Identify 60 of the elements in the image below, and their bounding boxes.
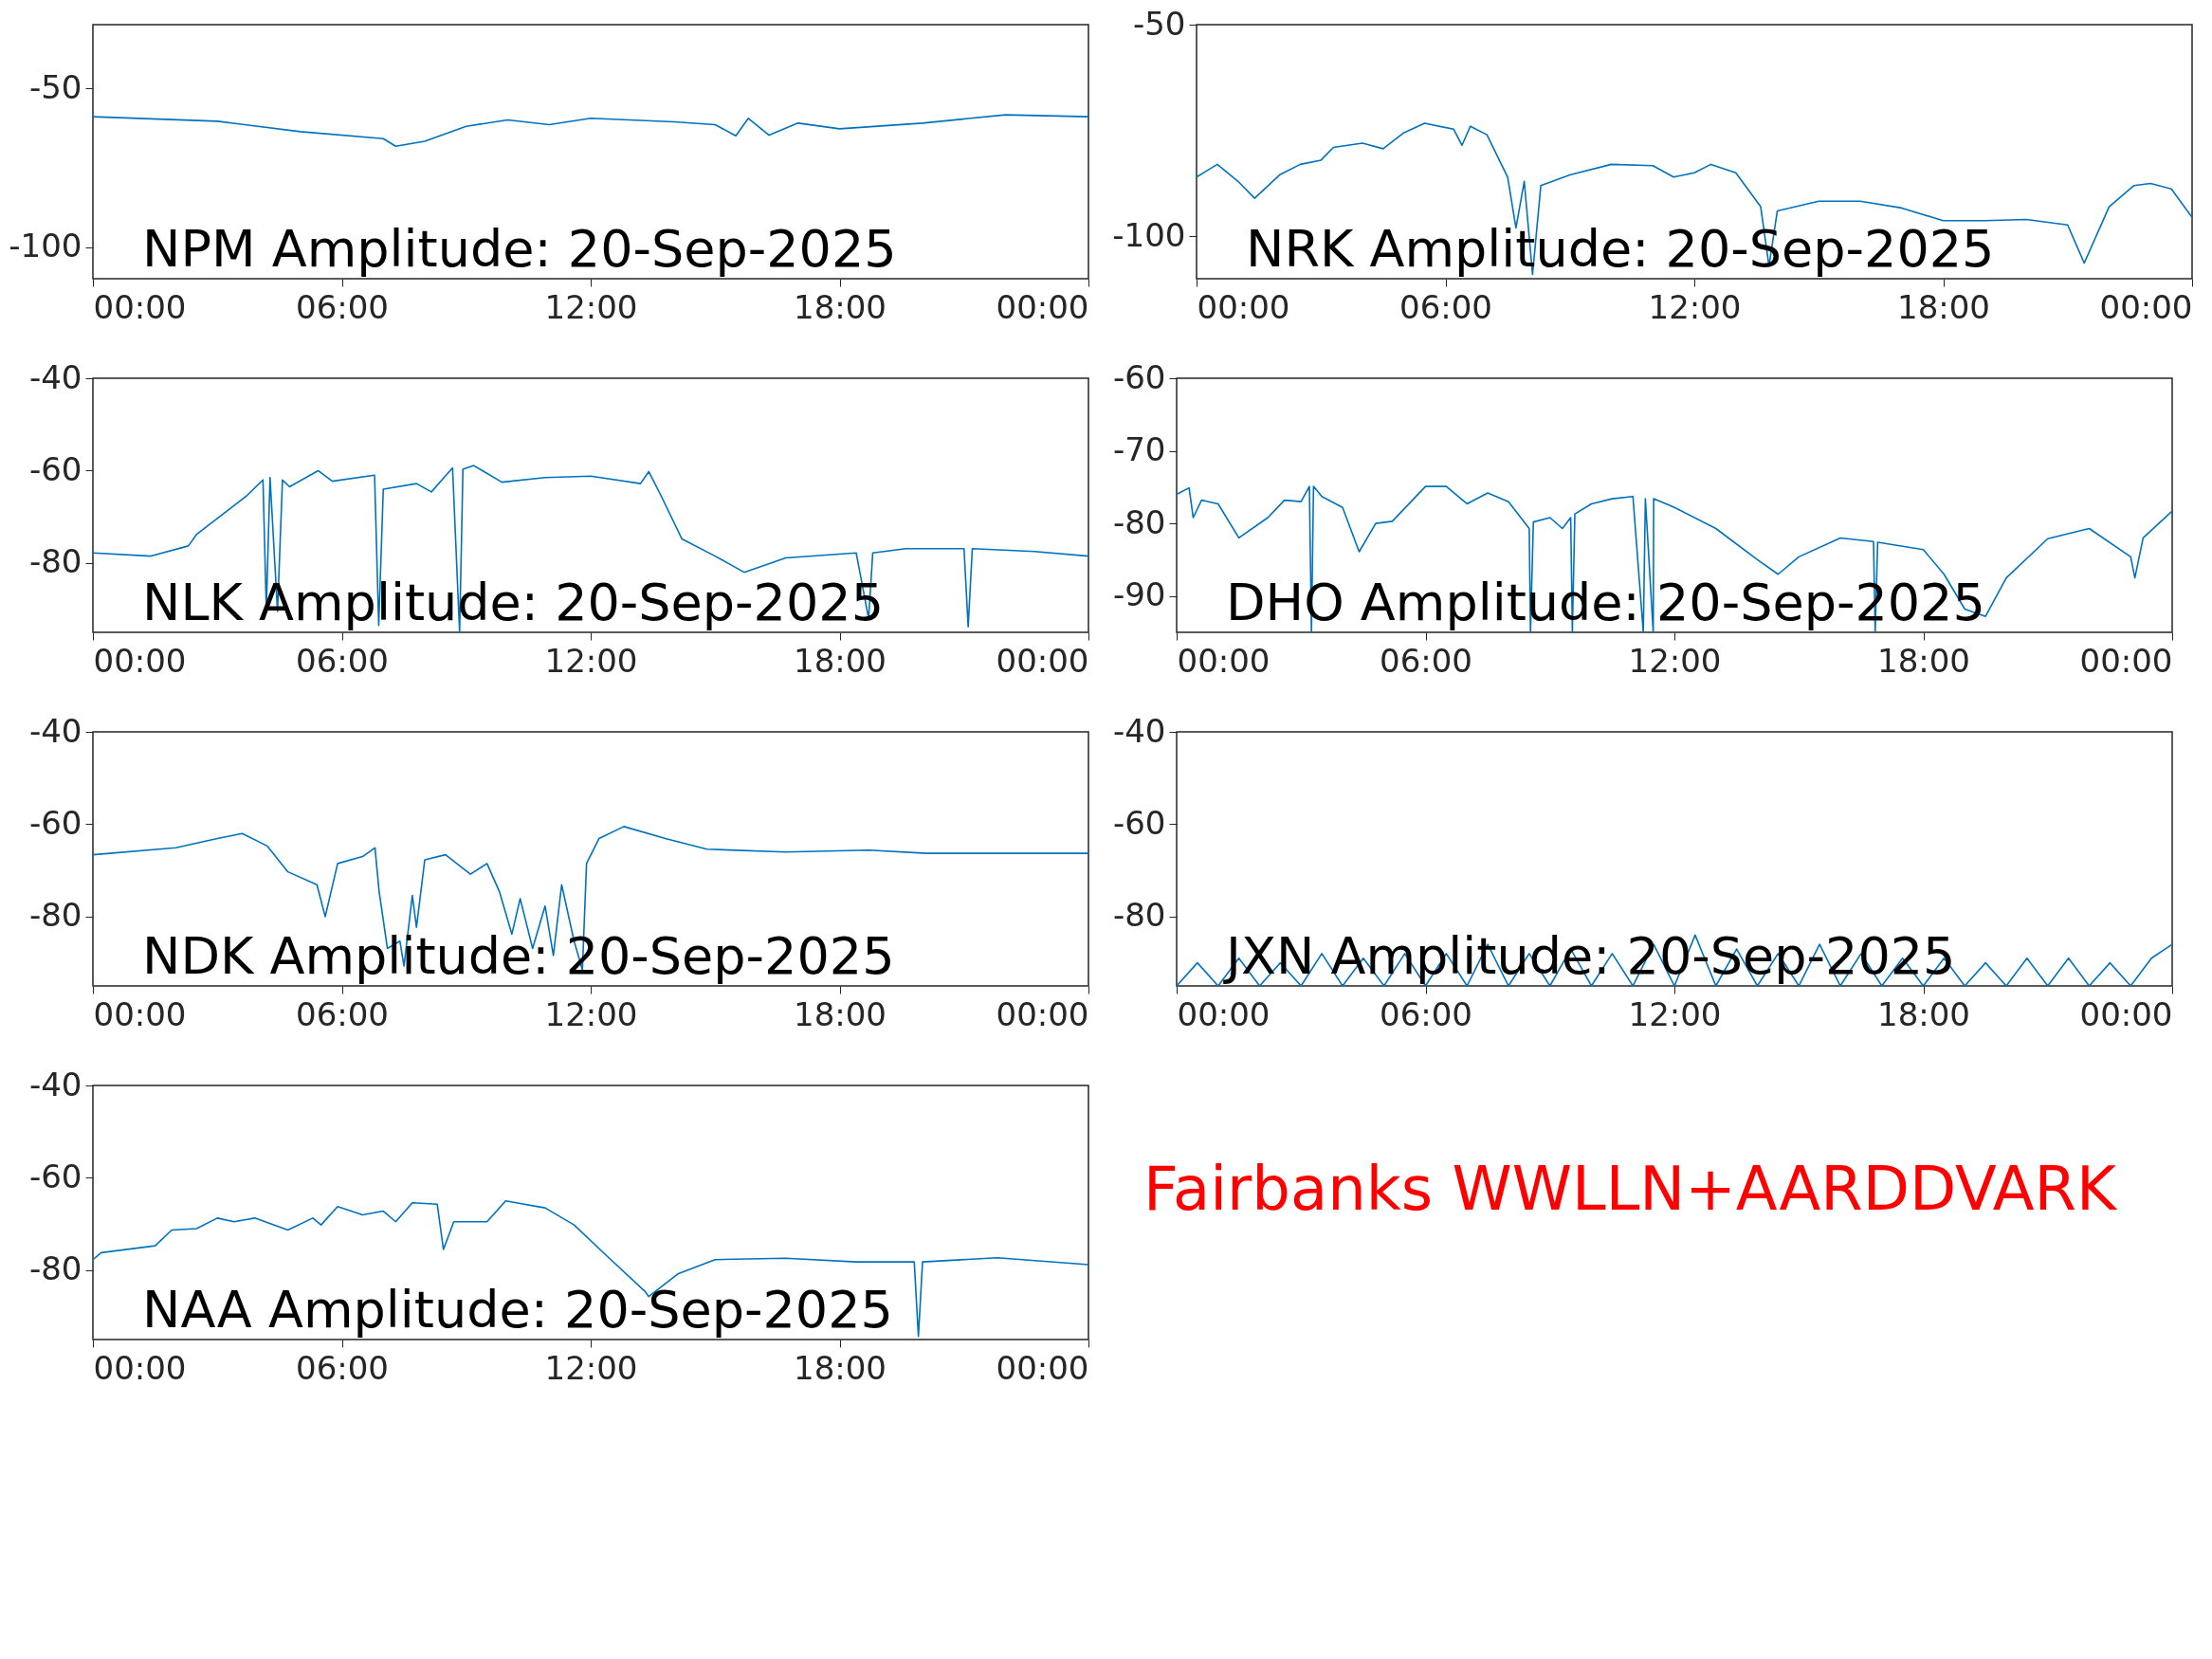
- y-tick-label: -80: [28, 896, 82, 935]
- line-series: [93, 114, 1088, 148]
- x-tick-label: 00:00: [93, 641, 187, 680]
- y-tick-label: -80: [28, 1249, 82, 1288]
- x-tick-label: 18:00: [1877, 994, 1970, 1033]
- x-tick-label: 18:00: [794, 1348, 887, 1387]
- x-tick-label: 06:00: [296, 1348, 389, 1387]
- y-tick-label: -40: [28, 711, 82, 750]
- x-tick-label: 00:00: [2079, 641, 2173, 680]
- x-tick-label: 00:00: [996, 1348, 1089, 1387]
- y-tick-label: -60: [1112, 803, 1166, 842]
- x-tick-label: 00:00: [2079, 994, 2173, 1033]
- x-tick-label: 06:00: [1380, 641, 1472, 680]
- x-tick-label: 00:00: [996, 994, 1089, 1033]
- y-tick-label: -60: [28, 803, 82, 842]
- y-tick-label: -80: [1112, 502, 1166, 541]
- y-tick-label: -70: [1112, 430, 1166, 469]
- y-tick-label: -50: [1132, 4, 1186, 43]
- x-tick-label: 00:00: [2099, 287, 2193, 326]
- x-tick-label: 12:00: [544, 994, 638, 1033]
- x-tick-label: 00:00: [93, 994, 187, 1033]
- x-tick-label: 18:00: [794, 641, 887, 680]
- x-tick-label: 00:00: [1197, 287, 1290, 326]
- x-tick-label: 12:00: [1628, 994, 1722, 1033]
- x-tick-label: 06:00: [1399, 287, 1492, 326]
- x-tick-label: 12:00: [544, 287, 638, 326]
- y-tick-label: -40: [28, 357, 82, 396]
- y-tick-label: -40: [28, 1065, 82, 1103]
- y-tick-label: -60: [28, 449, 82, 488]
- text: NAA Amplitude: 20-Sep-2025: [142, 1280, 893, 1340]
- x-tick-label: 00:00: [93, 287, 187, 326]
- x-tick-label: 18:00: [1877, 641, 1970, 680]
- y-tick-label: -60: [28, 1157, 82, 1195]
- y-tick-label: -90: [1112, 575, 1166, 614]
- y-tick-label: -80: [28, 542, 82, 581]
- x-tick-label: 00:00: [996, 641, 1089, 680]
- y-tick-label: -80: [1112, 896, 1166, 935]
- x-tick-label: 06:00: [296, 641, 389, 680]
- line-series: [93, 1200, 1088, 1338]
- x-tick-label: 06:00: [296, 994, 389, 1033]
- x-tick-label: 12:00: [544, 641, 638, 680]
- x-tick-label: 00:00: [93, 1348, 187, 1387]
- x-tick-label: 18:00: [794, 994, 887, 1033]
- x-tick-label: 18:00: [794, 287, 887, 326]
- y-tick-label: -40: [1112, 711, 1166, 750]
- x-tick-label: 12:00: [1628, 641, 1722, 680]
- x-tick-label: 12:00: [1648, 287, 1742, 326]
- text: NPM Amplitude: 20-Sep-2025: [142, 219, 897, 279]
- x-tick-label: 00:00: [996, 287, 1089, 326]
- text: Fairbanks WWLLN+AARDDVARK: [1143, 1154, 2119, 1224]
- x-tick-label: 00:00: [1177, 641, 1271, 680]
- x-tick-label: 18:00: [1897, 287, 1990, 326]
- x-tick-label: 06:00: [296, 287, 389, 326]
- y-tick-label: -50: [28, 67, 82, 106]
- y-tick-label: -60: [1112, 357, 1166, 396]
- x-tick-label: 12:00: [544, 1348, 638, 1387]
- y-tick-label: -100: [1112, 215, 1186, 254]
- y-tick-label: -100: [9, 227, 82, 264]
- x-tick-label: 00:00: [1177, 994, 1271, 1033]
- x-tick-label: 06:00: [1380, 994, 1472, 1033]
